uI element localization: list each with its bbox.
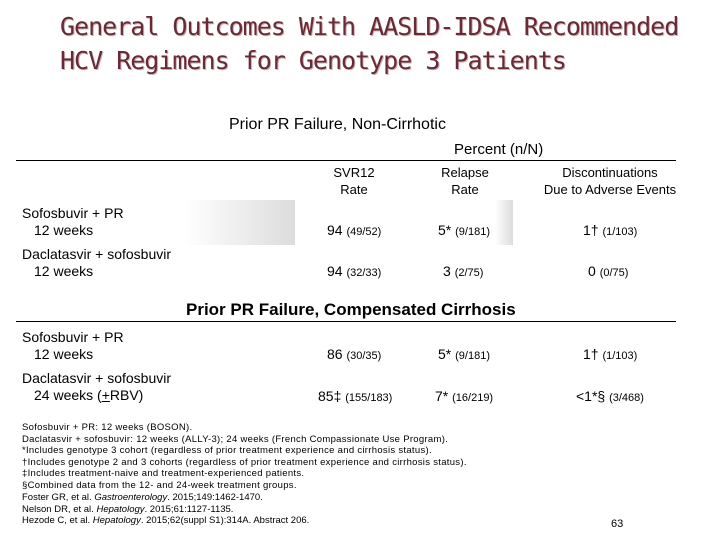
title-line-2: HCV Regimens for Genotype 3 Patients bbox=[60, 46, 567, 75]
relapse-value: 5* (9/181) bbox=[438, 222, 490, 238]
footnote: §Combined data from the 12- and 24-week … bbox=[22, 479, 297, 491]
svr-value: 85‡ (155/183) bbox=[318, 388, 393, 404]
disc-value: 0 (0/75) bbox=[588, 263, 629, 279]
references: Foster GR, et al. Gastroenterology. 2015… bbox=[22, 492, 309, 527]
disc-value: 1† (1/103) bbox=[583, 346, 638, 362]
svr-value: 94 (49/52) bbox=[327, 222, 382, 238]
title-line-1: General Outcomes With AASLD-IDSA Recomme… bbox=[60, 12, 679, 41]
col-head-relapse: Relapse Rate bbox=[441, 165, 489, 197]
section1-heading: Prior PR Failure, Non-Cirrhotic bbox=[229, 116, 446, 133]
section2-heading: Prior PR Failure, Compensated Cirrhosis bbox=[186, 300, 516, 319]
table-top-rule bbox=[16, 160, 676, 161]
column-shade-band bbox=[495, 200, 513, 245]
disc-value: <1*§ (3/468) bbox=[576, 388, 644, 404]
svr-value: 86 (30/35) bbox=[327, 346, 382, 362]
disc-value: 1† (1/103) bbox=[583, 222, 638, 238]
section2-rule bbox=[16, 321, 676, 322]
svr-value: 94 (32/33) bbox=[327, 263, 382, 279]
relapse-value: 3 (2/75) bbox=[443, 263, 484, 279]
footnote: ‡Includes treatment-naive and treatment-… bbox=[22, 468, 305, 479]
page-number: 63 bbox=[611, 518, 624, 530]
footnote: Sofosbuvir + PR: 12 weeks (BOSON). bbox=[22, 422, 193, 433]
footnote: *Includes genotype 3 cohort (regardless … bbox=[22, 445, 432, 456]
row-label-dcv-sof-cirrhosis: Daclatasvir + sofosbuvir 24 weeks (+RBV) bbox=[22, 370, 172, 403]
percent-label: Percent (n/N) bbox=[454, 141, 544, 158]
row-label-sof-pr: Sofosbuvir + PR 12 weeks bbox=[22, 205, 124, 238]
footnote: Daclatasvir + sofosbuvir: 12 weeks (ALLY… bbox=[22, 433, 449, 445]
relapse-value: 5* (9/181) bbox=[438, 346, 490, 362]
footnotes: Sofosbuvir + PR: 12 weeks (BOSON). Dacla… bbox=[22, 422, 467, 491]
col-head-discontinuations: Discontinuations Due to Adverse Events bbox=[543, 165, 677, 197]
row-label-dcv-sof: Daclatasvir + sofosbuvir 12 weeks bbox=[22, 246, 172, 279]
col-head-svr12: SVR12 Rate bbox=[333, 165, 375, 197]
footnote: †Includes genotype 2 and 3 cohorts (rega… bbox=[22, 456, 467, 468]
relapse-value: 7* (16/219) bbox=[435, 388, 494, 404]
column-shade-band bbox=[185, 200, 295, 245]
slide-title: General Outcomes With AASLD-IDSA Recomme… bbox=[60, 10, 700, 78]
reference: Nelson DR, et al. Hepatology. 2015;61:11… bbox=[22, 503, 234, 515]
row-label-sof-pr-cirrhosis: Sofosbuvir + PR 12 weeks bbox=[22, 329, 124, 362]
reference: Foster GR, et al. Gastroenterology. 2015… bbox=[22, 492, 263, 503]
reference: Hezode C, et al. Hepatology. 2015;62(sup… bbox=[22, 515, 310, 526]
